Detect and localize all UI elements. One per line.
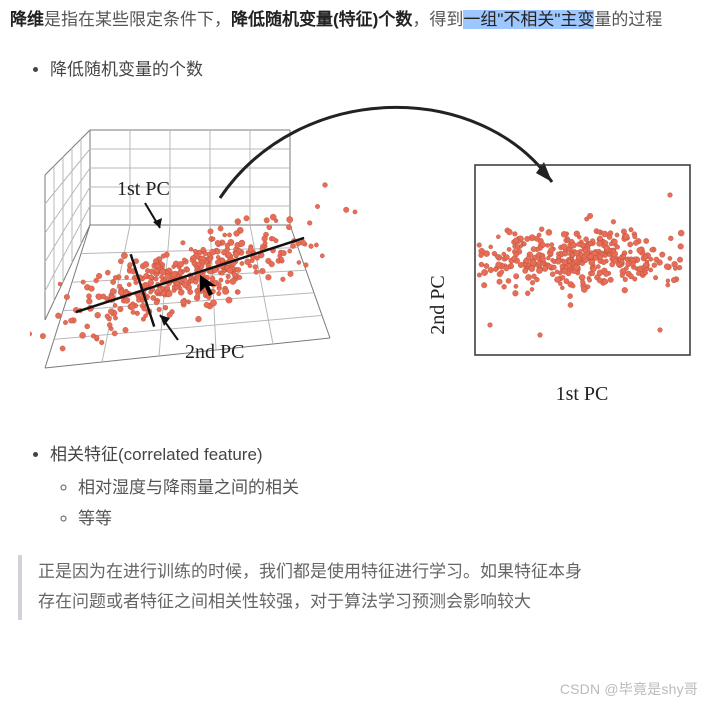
intro-highlight: 一组"不相关"主变 <box>463 10 594 29</box>
label-2nd-pc-3d: 2nd PC <box>185 341 244 363</box>
sub-bullet-1: 相对湿度与降雨量之间的相关 <box>78 473 718 498</box>
intro-paragraph: 降维是指在某些限定条件下，降低随机变量(特征)个数，得到一组"不相关"主变量的过… <box>0 0 718 35</box>
xlabel-2d: 1st PC <box>556 383 609 405</box>
ylabel-2d: 2nd PC <box>427 275 449 334</box>
quote-block: 正是因为在进行训练的时候，我们都是使用特征进行学习。如果特征本身 存在问题或者特… <box>18 555 710 620</box>
bullet-correlated: 相关特征(correlated feature) 相对湿度与降雨量之间的相关 等… <box>50 440 718 529</box>
intro-plain-1: 是指在某些限定条件下， <box>44 10 231 29</box>
quote-line-2: 存在问题或者特征之间相关性较强，对于算法学习预测会影响较大 <box>38 587 702 618</box>
sub-bullet-list: 相对湿度与降雨量之间的相关 等等 <box>78 473 718 529</box>
plot-2d: 2nd PC 1st PC <box>420 155 710 415</box>
pca-diagram: 1st PC 2nd PC 2nd PC 1st PC <box>0 90 718 410</box>
bullet-correlated-text: 相关特征(correlated feature) <box>50 445 263 464</box>
quote-line-1: 正是因为在进行训练的时候，我们都是使用特征进行学习。如果特征本身 <box>38 557 702 588</box>
intro-bold-1: 降维 <box>10 10 44 29</box>
bullet-list-top: 降低随机变量的个数 <box>50 55 718 80</box>
bullet-list-bottom: 相关特征(correlated feature) 相对湿度与降雨量之间的相关 等… <box>50 440 718 529</box>
bullet-top-item: 降低随机变量的个数 <box>50 55 718 80</box>
intro-bold-2: 降低随机变量(特征)个数 <box>231 10 412 29</box>
intro-plain-2: ，得到 <box>412 10 463 29</box>
sub-bullet-2: 等等 <box>78 504 718 529</box>
label-1st-pc-3d: 1st PC <box>117 178 170 200</box>
watermark: CSDN @毕竟是shy哥 <box>560 679 698 699</box>
intro-tail: 量的过程 <box>594 10 662 29</box>
